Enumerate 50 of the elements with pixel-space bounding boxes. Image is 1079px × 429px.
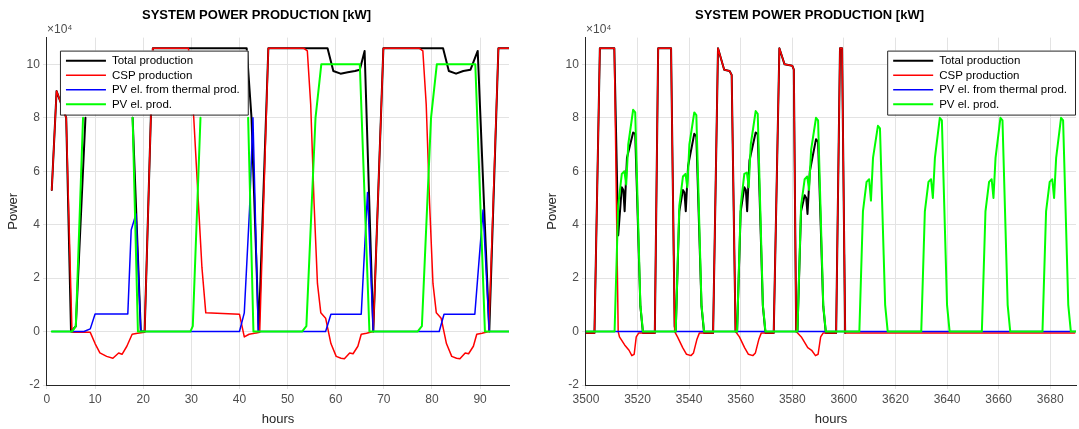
y-tick-label: 2 (572, 270, 580, 285)
y-axis-title: Power (544, 192, 560, 230)
x-tick-label: 90 (473, 391, 488, 406)
x-tick-label: 3620 (882, 391, 910, 406)
legend-label: Total production (939, 54, 1021, 67)
y-tick-label: 6 (572, 163, 580, 178)
y-tick-label: 0 (572, 323, 580, 338)
chart-title: SYSTEM POWER PRODUCTION [kW] (695, 7, 924, 23)
x-tick-label: 70 (377, 391, 391, 406)
text: ×10⁴ (585, 21, 612, 36)
y-tick-label: 4 (572, 216, 580, 231)
legend-label: PV el. prod. (939, 97, 1000, 110)
y-tick-label: 8 (33, 110, 41, 125)
y-tick-label: 10 (565, 56, 580, 71)
x-tick-label: 30 (184, 391, 199, 406)
legend-label: PV el. prod. (111, 97, 173, 110)
x-tick-label: 3540 (675, 391, 703, 406)
x-tick-label: 0 (43, 391, 51, 406)
x-tick-label: 3680 (1036, 391, 1064, 406)
x-tick-label: 60 (329, 391, 343, 406)
legend-label: Total production (111, 54, 194, 67)
x-tick-label: 3600 (830, 391, 858, 406)
x-tick-label: 50 (280, 391, 295, 406)
y-tick-label: -2 (568, 377, 580, 392)
x-axis-title: hours (814, 410, 848, 426)
x-tick-label: 10 (88, 391, 103, 406)
x-tick-label: 3660 (985, 391, 1013, 406)
y-tick-label: 2 (33, 270, 41, 285)
chart-title: SYSTEM POWER PRODUCTION [kW] (142, 7, 371, 23)
y-tick-label: 6 (33, 163, 41, 178)
legend-label: CSP production (939, 68, 1020, 81)
x-axis-title: hours (261, 410, 295, 426)
x-tick-label: 3560 (727, 391, 755, 406)
x-tick-label: 3640 (933, 391, 961, 406)
x-tick-label: 20 (136, 391, 151, 406)
y-tick-label: 8 (572, 110, 580, 125)
y-axis-title: Power (5, 192, 21, 230)
x-tick-label: 80 (425, 391, 439, 406)
x-tick-label: 3580 (778, 391, 806, 406)
x-tick-label: 3500 (572, 391, 600, 406)
legend-label: CSP production (111, 68, 193, 81)
text: ×10⁴ (46, 21, 73, 36)
x-tick-label: 40 (232, 391, 247, 406)
legend-label: PV el. from thermal prod. (111, 83, 240, 96)
y-tick-label: 10 (26, 56, 41, 71)
x-tick-label: 3520 (624, 391, 652, 406)
y-tick-label: 0 (33, 323, 41, 338)
y-tick-label: 4 (33, 216, 41, 231)
y-tick-label: -2 (29, 377, 41, 392)
legend-label: PV el. from thermal prod. (939, 83, 1067, 96)
